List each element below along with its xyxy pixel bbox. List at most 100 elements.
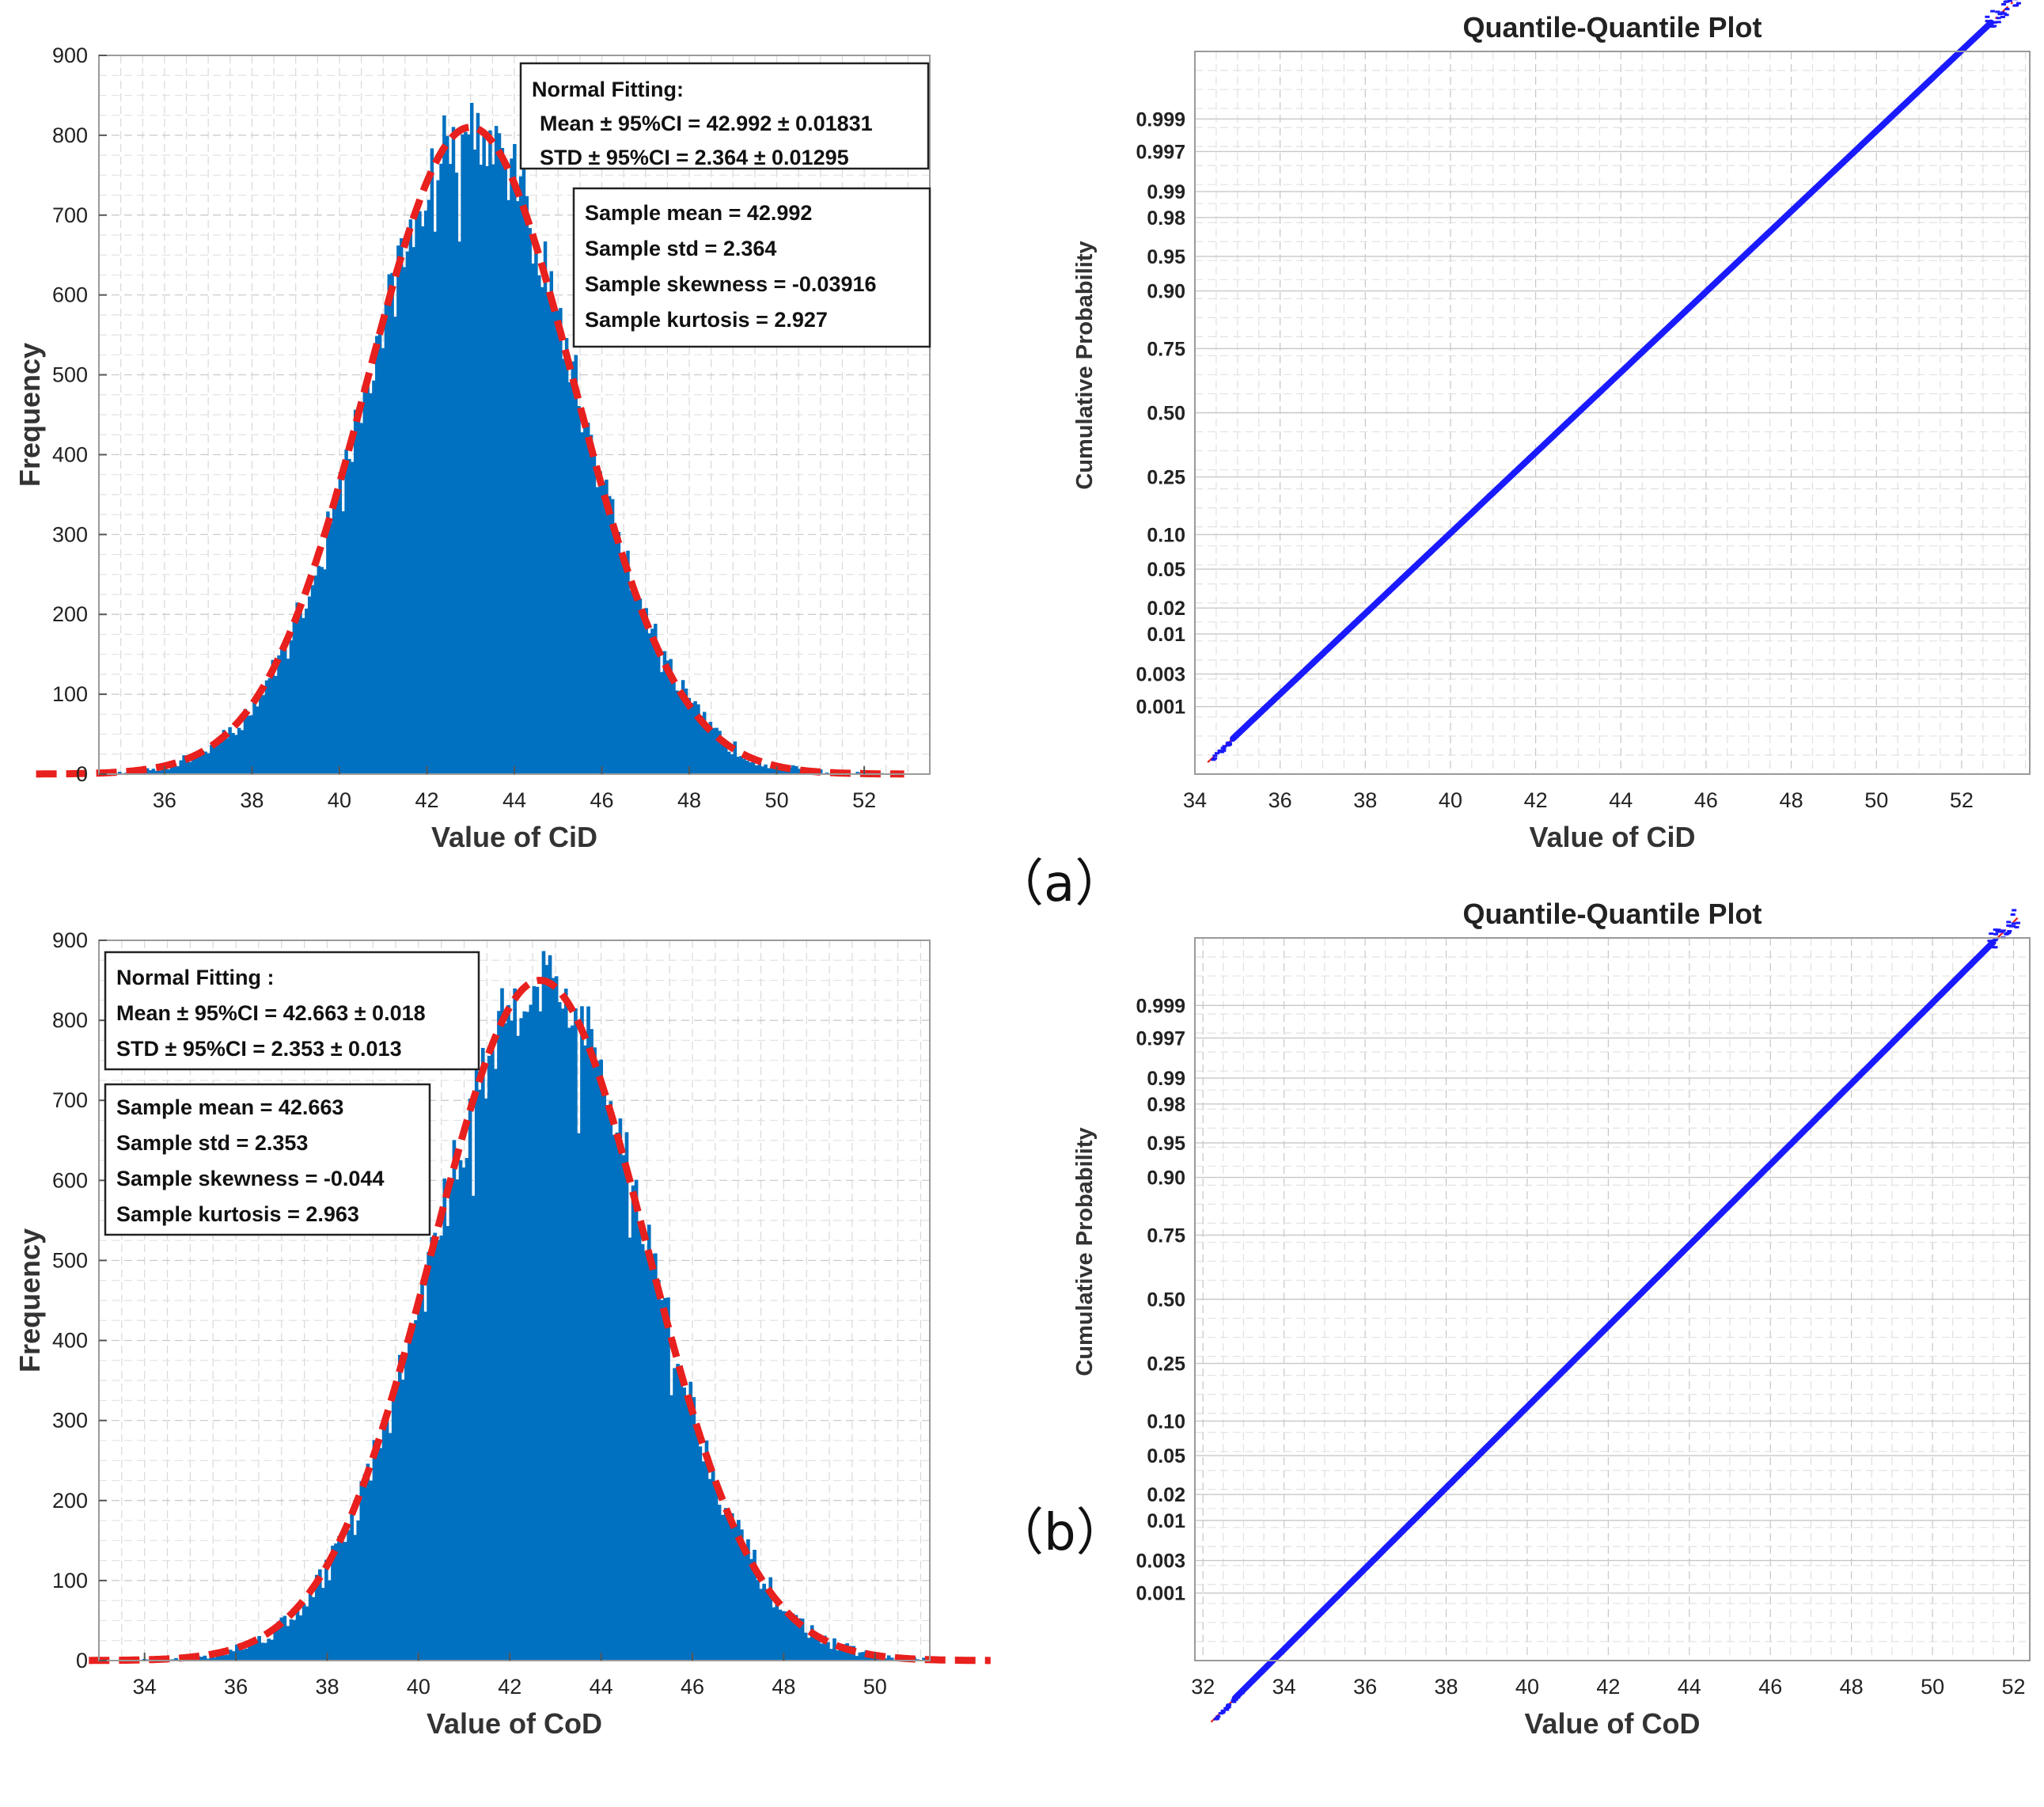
bar <box>628 1237 632 1661</box>
x-tick-label: 50 <box>1921 1675 1944 1699</box>
x-tick-label: 36 <box>224 1675 248 1699</box>
bar <box>521 167 526 775</box>
bar <box>609 1101 613 1661</box>
bar <box>317 565 321 774</box>
x-tick-label: 34 <box>1272 1675 1296 1699</box>
bar <box>485 165 489 774</box>
bar <box>418 211 422 774</box>
bar <box>842 1644 846 1661</box>
x-tick-label: 50 <box>765 788 789 812</box>
bar <box>733 741 738 774</box>
x-tick-label: 40 <box>407 1675 430 1699</box>
bar <box>261 695 266 774</box>
bar <box>707 1479 712 1661</box>
bar <box>637 1227 642 1661</box>
bar <box>525 196 529 774</box>
x-tick-label: 52 <box>2001 1675 2025 1699</box>
y-tick-label: 800 <box>52 1008 88 1032</box>
bar <box>791 1613 795 1661</box>
bar <box>922 1657 926 1661</box>
bar <box>500 988 504 1661</box>
bar <box>767 768 771 774</box>
x-tick-label: 44 <box>1609 788 1633 812</box>
bar <box>228 727 232 774</box>
bar <box>687 697 692 774</box>
bar <box>474 1069 479 1661</box>
bar <box>534 241 538 775</box>
annotation-line: Sample kurtosis = 2.963 <box>116 1202 359 1226</box>
bar <box>182 755 186 774</box>
bar <box>465 1158 469 1661</box>
bar <box>390 272 394 774</box>
bar <box>605 479 609 774</box>
bars <box>110 951 929 1661</box>
bar <box>598 471 602 774</box>
bar <box>451 127 456 774</box>
bar <box>659 672 664 774</box>
bar <box>605 1105 610 1661</box>
bar <box>855 1656 859 1661</box>
bar <box>234 1644 239 1661</box>
y-tick-label: 900 <box>52 928 88 952</box>
bar <box>698 1446 703 1661</box>
bar <box>449 1180 453 1661</box>
bar <box>240 730 245 774</box>
bar <box>676 1364 680 1661</box>
bar <box>693 700 697 774</box>
y-tick-label: 0.02 <box>1147 1484 1185 1506</box>
qq-chart-qq-a: 34 36 38 40 42 44 46 48 50 52 0.001 0.003 0.01 0.02 0.… <box>1072 0 2031 853</box>
bar <box>634 1179 639 1661</box>
bar <box>446 1225 450 1661</box>
bar <box>681 680 685 774</box>
bar <box>740 1529 744 1661</box>
bar <box>613 539 618 774</box>
bar <box>145 768 150 774</box>
bar <box>540 287 544 774</box>
bar <box>218 735 223 774</box>
bar <box>411 247 415 774</box>
bar <box>855 772 859 774</box>
bar <box>770 768 774 774</box>
bar <box>430 148 434 774</box>
bar <box>620 556 624 774</box>
bar <box>414 1319 418 1661</box>
bar <box>283 640 287 774</box>
bar <box>366 1463 370 1661</box>
bar <box>191 757 195 774</box>
bar <box>280 647 284 774</box>
x-tick-label: 36 <box>1268 788 1292 812</box>
bar <box>179 760 183 774</box>
bar <box>538 1011 543 1661</box>
bar <box>264 680 269 774</box>
bar <box>472 149 477 775</box>
bar <box>471 1195 476 1661</box>
bar <box>781 1611 786 1661</box>
bar <box>759 1589 763 1661</box>
normal-fit-curve <box>89 977 991 1665</box>
annotation-box <box>572 187 931 348</box>
annotation-line: Mean ± 95%CI = 42.992 ± 0.01831 <box>540 112 873 135</box>
bar <box>546 292 551 775</box>
bar <box>711 1471 715 1661</box>
bar <box>427 1251 430 1661</box>
annotation-line: STD ± 95%CI = 2.364 ± 0.01295 <box>540 146 849 169</box>
bar <box>347 1530 351 1661</box>
y-tick-label: 0.997 <box>1136 141 1185 163</box>
bar <box>818 769 823 774</box>
bar <box>772 765 777 774</box>
x-axis-label: Value of CoD <box>1524 1707 1700 1740</box>
bar <box>580 1006 584 1661</box>
qq-point-trace <box>1230 19 1995 742</box>
y-tick-label: 0.001 <box>1136 1583 1185 1605</box>
bar <box>468 1098 472 1661</box>
bar <box>663 1298 667 1661</box>
chart-title: Quantile-Quantile Plot <box>1462 11 1761 44</box>
bar <box>870 1657 875 1661</box>
bar <box>326 511 330 774</box>
bar <box>778 1609 783 1661</box>
bar <box>867 1656 872 1661</box>
bar <box>711 727 716 774</box>
y-tick-label: 0.02 <box>1147 598 1185 620</box>
bar <box>448 164 453 774</box>
bar <box>730 754 734 774</box>
